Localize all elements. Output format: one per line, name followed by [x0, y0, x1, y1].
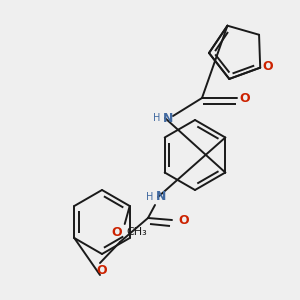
- Text: O: O: [262, 60, 272, 73]
- Text: O: O: [97, 265, 107, 278]
- Text: H: H: [153, 113, 161, 123]
- Text: O: O: [111, 226, 122, 238]
- Text: N: N: [156, 190, 166, 203]
- Text: N: N: [163, 112, 173, 124]
- Text: H: H: [146, 192, 154, 202]
- Text: CH₃: CH₃: [126, 227, 147, 237]
- Text: O: O: [240, 92, 250, 106]
- Text: O: O: [179, 214, 189, 227]
